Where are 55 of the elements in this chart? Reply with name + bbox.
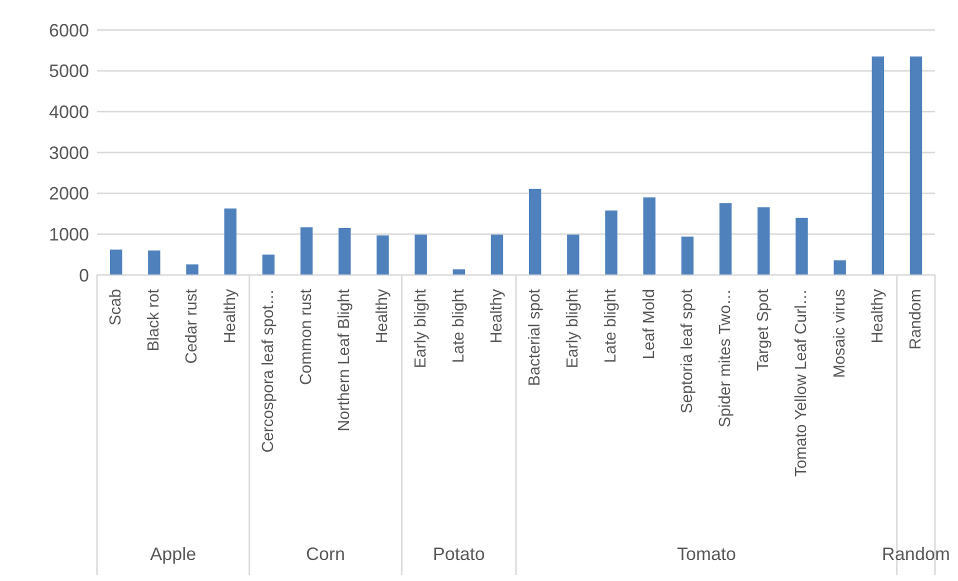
text: Tomato	[676, 544, 736, 564]
bar	[719, 203, 732, 275]
bar	[834, 260, 846, 275]
bar	[224, 208, 236, 275]
x-tick-label: Spider mites Two…	[717, 289, 734, 428]
bar	[529, 188, 542, 275]
x-tick-label: Cercospora leaf spot…	[260, 289, 277, 453]
bar	[338, 228, 351, 275]
x-tick-label: Bacterial spot	[526, 288, 544, 386]
text: Corn	[306, 544, 346, 564]
y-tick-label: 6000	[48, 20, 89, 40]
x-tick-label: Target Spot	[755, 288, 772, 371]
bar	[300, 227, 313, 275]
y-tick-label: 0	[78, 265, 89, 286]
y-tick-label: 5000	[48, 61, 89, 82]
y-tick-label: 2000	[48, 184, 89, 204]
y-tick-label: 1000	[48, 224, 89, 245]
bar	[643, 197, 656, 275]
y-tick-label: 4000	[48, 102, 89, 122]
bar	[605, 210, 618, 275]
x-tick-label: Cedar rust	[184, 288, 201, 364]
bar	[758, 207, 770, 275]
x-tick-label: Black rot	[146, 288, 163, 352]
x-tick-label: Tomato Yellow Leaf Curl…	[793, 289, 810, 477]
x-tick-label: Early blight	[412, 288, 430, 368]
bar	[376, 235, 389, 275]
bar	[110, 250, 122, 275]
text: Apple	[150, 544, 196, 564]
x-tick-label: Healthy	[222, 289, 239, 344]
x-tick-label: Leaf Mold	[640, 289, 658, 360]
bar	[796, 218, 808, 275]
bar	[872, 56, 884, 275]
x-tick-label: Septoria leaf spot	[678, 288, 696, 414]
bar	[490, 234, 504, 275]
x-tick-label: Random	[907, 289, 924, 350]
bar	[910, 56, 922, 275]
y-tick-label: 3000	[48, 142, 89, 163]
x-tick-label: Late blight	[602, 288, 620, 363]
x-tick-label: Common rust	[298, 288, 315, 386]
text: Potato	[432, 544, 485, 564]
x-tick-label: Northern Leaf Blight	[336, 288, 354, 432]
x-tick-label: Late blight	[450, 288, 468, 363]
bar	[567, 234, 580, 275]
text: Random	[882, 544, 950, 564]
x-tick-label: Healthy	[488, 289, 506, 344]
x-tick-label: Scab	[108, 288, 125, 326]
x-tick-label: Healthy	[374, 289, 392, 344]
bar	[414, 234, 427, 275]
bar	[262, 254, 275, 275]
x-tick-label: Mosaic virus	[831, 289, 848, 378]
bar	[148, 250, 160, 275]
x-tick-label: Early blight	[564, 288, 582, 368]
x-tick-label: Healthy	[869, 289, 886, 344]
bar	[681, 236, 694, 275]
bar	[186, 264, 198, 275]
